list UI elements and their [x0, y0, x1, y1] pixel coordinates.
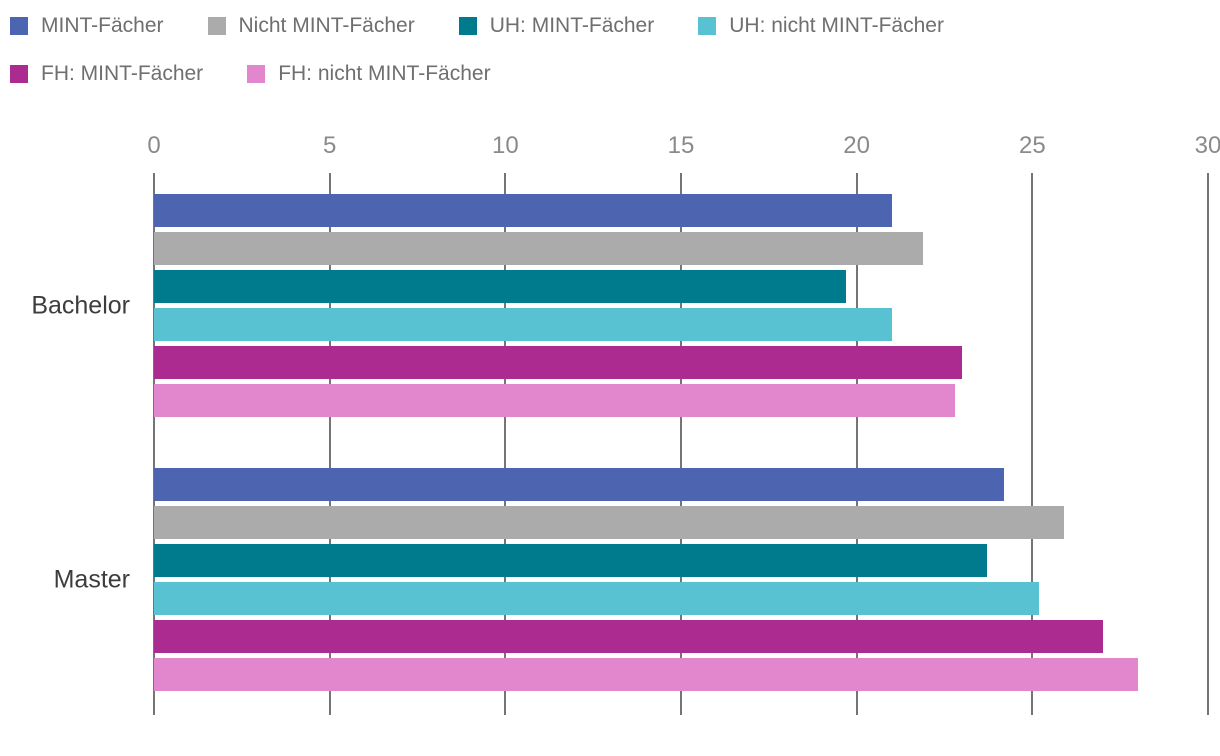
category-label-bachelor: Bachelor — [31, 291, 130, 319]
legend-item-2: UH: MINT-Fächer — [458, 12, 655, 40]
legend-swatch-icon — [207, 17, 226, 35]
plot-area — [153, 173, 1209, 715]
bar-master-4 — [154, 620, 1103, 653]
category-label-master: Master — [53, 565, 130, 593]
gridline-x-25 — [1031, 173, 1034, 715]
x-tick-label-30: 30 — [1194, 132, 1220, 159]
bar-master-5 — [154, 658, 1138, 691]
legend-item-0: MINT-Fächer — [10, 12, 164, 40]
legend-swatch-icon — [247, 65, 266, 83]
bar-master-2 — [154, 544, 987, 577]
bar-bachelor-4 — [154, 346, 963, 379]
legend-item-5: FH: nicht MINT-Fächer — [247, 60, 491, 88]
x-tick-label-5: 5 — [322, 132, 337, 159]
legend-label: FH: MINT-Fächer — [41, 62, 204, 85]
bar-master-3 — [154, 582, 1040, 615]
gridline-x-30 — [1207, 173, 1209, 715]
bar-bachelor-5 — [154, 384, 956, 417]
legend-label: MINT-Fächer — [41, 14, 164, 37]
bar-bachelor-1 — [154, 232, 924, 265]
gridline-x-0 — [153, 173, 155, 715]
x-tick-label-15: 15 — [667, 132, 695, 159]
legend-label: UH: nicht MINT-Fächer — [729, 14, 944, 37]
gridline-x-15 — [680, 173, 682, 715]
x-tick-label-0: 0 — [147, 132, 161, 159]
gridline-x-20 — [855, 173, 858, 715]
bar-master-0 — [154, 468, 1005, 501]
gridline-x-10 — [504, 173, 507, 715]
legend-swatch-icon — [458, 17, 477, 35]
gridline-x-5 — [328, 173, 331, 715]
x-tick-label-20: 20 — [843, 132, 871, 159]
bar-bachelor-2 — [154, 270, 847, 303]
legend-label: FH: nicht MINT-Fächer — [278, 62, 491, 85]
legend-swatch-icon — [10, 17, 28, 35]
legend-swatch-icon — [10, 65, 28, 83]
chart-legend: MINT-Fächer Nicht MINT-Fächer UH: MINT-Fäc… — [10, 12, 1000, 88]
x-tick-label-10: 10 — [491, 132, 519, 159]
legend-swatch-icon — [698, 17, 717, 35]
bar-bachelor-3 — [154, 308, 892, 341]
legend-item-3: UH: nicht MINT-Fächer — [698, 12, 944, 40]
legend-item-4: FH: MINT-Fächer — [10, 60, 203, 88]
x-tick-label-25: 25 — [1018, 132, 1046, 159]
bar-bachelor-0 — [154, 194, 892, 227]
legend-label: Nicht MINT-Fächer — [238, 14, 415, 37]
legend-label: UH: MINT-Fächer — [489, 14, 655, 37]
bar-master-1 — [154, 506, 1064, 539]
legend-item-1: Nicht MINT-Fächer — [207, 12, 415, 40]
